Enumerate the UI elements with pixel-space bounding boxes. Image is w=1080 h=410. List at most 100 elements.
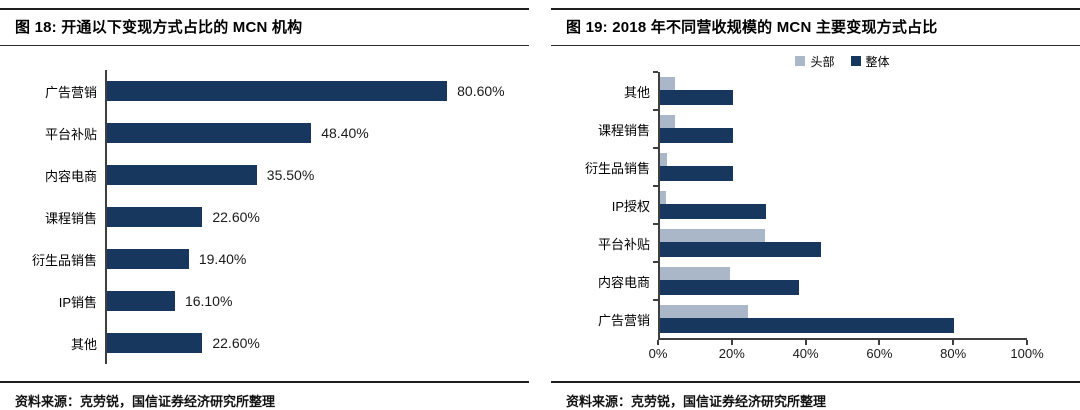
x-tick-label: 20% <box>718 346 745 361</box>
value-label: 19.40% <box>198 251 247 267</box>
bar-overall <box>660 318 954 333</box>
x-tick-mark <box>878 340 881 345</box>
chart-row: IP销售 16.10% <box>0 280 529 322</box>
x-tick-label: 40% <box>792 346 819 361</box>
category-label: 广告营销 <box>44 84 97 100</box>
chart-row: 衍生品销售 <box>551 147 1080 186</box>
value-label: 22.60% <box>212 335 260 351</box>
legend-swatch <box>850 56 861 66</box>
chart-row: 平台补贴 48.40% <box>0 112 529 154</box>
bar-group <box>658 300 1027 338</box>
value-label: 35.50% <box>266 167 315 183</box>
bar-track: 19.40% <box>105 238 529 280</box>
x-tick-mark <box>730 340 733 345</box>
category-label: 内容电商 <box>597 274 650 290</box>
chart-row: 衍生品销售 19.40% <box>0 238 529 280</box>
figure-18-rows: 广告营销 80.60% 平台补贴 48.40% 内容电商 35.50% 课程销售 22.60%… <box>0 70 529 364</box>
x-tick-mark <box>1026 340 1028 345</box>
bar-group <box>658 110 1027 148</box>
bar <box>107 81 448 101</box>
figure-19-source: 资料来源：克劳锐，国信证券经济研究所整理 <box>566 394 827 409</box>
legend-label: 整体 <box>865 54 890 69</box>
category-label: IP销售 <box>58 294 97 310</box>
value-label: 22.60% <box>212 209 260 225</box>
title-rule <box>551 45 1080 46</box>
value-label: 80.60% <box>457 83 505 99</box>
legend-item: 整体 <box>850 53 890 70</box>
legend-label: 头部 <box>810 54 835 69</box>
figure-18-chart: 广告营销 80.60% 平台补贴 48.40% 内容电商 35.50% 课程销售 22.60%… <box>0 46 529 381</box>
category-label: 课程销售 <box>597 122 650 138</box>
title-rule <box>0 45 529 46</box>
bar-group <box>658 186 1027 224</box>
category-label: 其他 <box>623 84 650 100</box>
bar <box>107 291 175 311</box>
chart-row: 平台补贴 <box>551 223 1080 262</box>
category-label: 平台补贴 <box>44 126 97 142</box>
bar-group <box>658 148 1027 186</box>
figure-19-title: 图 19: 2018 年不同营收规模的 MCN 主要变现方式占比 <box>566 19 938 36</box>
x-tick-mark <box>804 340 807 345</box>
top-rule <box>0 8 529 10</box>
bar-overall <box>660 128 734 143</box>
x-tick-mark <box>952 340 955 345</box>
chart-row: 内容电商 35.50% <box>0 154 529 196</box>
x-tick-label: 0% <box>648 346 668 361</box>
chart-row: 课程销售 <box>551 109 1080 148</box>
value-label: 16.10% <box>184 293 233 309</box>
x-tick-label: 100% <box>1010 346 1044 361</box>
chart-row: 广告营销 <box>551 299 1080 338</box>
category-label: 衍生品销售 <box>31 252 97 268</box>
category-label: 内容电商 <box>44 168 97 184</box>
category-label: 课程销售 <box>44 210 97 226</box>
bar-toutiao <box>660 305 749 318</box>
bar-group <box>658 224 1027 262</box>
category-label: 其他 <box>70 336 97 352</box>
bar-track: 22.60% <box>105 322 529 364</box>
figure-18-panel: 图 18: 开通以下变现方式占比的 MCN 机构 广告营销 80.60% 平台补贴 4… <box>0 0 529 410</box>
footer-rule <box>0 381 529 383</box>
bar-overall <box>660 242 822 257</box>
bar-track: 22.60% <box>105 196 529 238</box>
value-label: 48.40% <box>321 125 369 141</box>
bar-toutiao <box>660 191 666 204</box>
bar-group <box>658 72 1027 110</box>
chart-row: 内容电商 <box>551 261 1080 300</box>
category-label: IP授权 <box>611 198 650 214</box>
bar-overall <box>660 280 800 295</box>
top-rule <box>551 8 1080 10</box>
bar-overall <box>660 90 734 105</box>
x-tick-label: 60% <box>866 346 893 361</box>
bar-overall <box>660 166 734 181</box>
bar-toutiao <box>660 153 668 166</box>
legend: 头部 整体 <box>658 52 1027 70</box>
category-label: 广告营销 <box>597 312 650 328</box>
bar-track: 16.10% <box>105 280 529 322</box>
figure-19-rows: 其他课程销售衍生品销售 IP授权平台补贴内容电商广告营销 <box>551 71 1080 338</box>
category-label: 平台补贴 <box>597 236 650 252</box>
x-tick-mark <box>657 340 659 345</box>
chart-row: IP授权 <box>551 185 1080 224</box>
figure-18-source: 资料来源：克劳锐，国信证券经济研究所整理 <box>15 394 276 409</box>
legend-item: 头部 <box>795 53 835 70</box>
x-axis: 0% 20% 40% 60% 80% 100% <box>649 338 1044 364</box>
bar-group <box>658 262 1027 300</box>
figure-18-title: 图 18: 开通以下变现方式占比的 MCN 机构 <box>15 19 303 36</box>
chart-row: 课程销售 22.60% <box>0 196 529 238</box>
bar-overall <box>660 204 767 219</box>
figure-19-chart: 头部 整体 其他课程销售衍生品销售 IP授权平台补贴内容电商广告营销 0% 20% 40… <box>551 46 1080 381</box>
bar <box>107 333 203 353</box>
bar <box>107 165 257 185</box>
figure-19-panel: 图 19: 2018 年不同营收规模的 MCN 主要变现方式占比 头部 整体 其他… <box>551 0 1080 410</box>
bar-track: 80.60% <box>105 70 529 112</box>
bar-toutiao <box>660 115 675 128</box>
legend-swatch <box>795 56 806 66</box>
x-tick-label: 80% <box>940 346 967 361</box>
bar-toutiao <box>660 77 675 90</box>
bar <box>107 249 189 269</box>
chart-row: 广告营销 80.60% <box>0 70 529 112</box>
bar-track: 48.40% <box>105 112 529 154</box>
category-label: 衍生品销售 <box>584 160 650 176</box>
chart-row: 其他 22.60% <box>0 322 529 364</box>
